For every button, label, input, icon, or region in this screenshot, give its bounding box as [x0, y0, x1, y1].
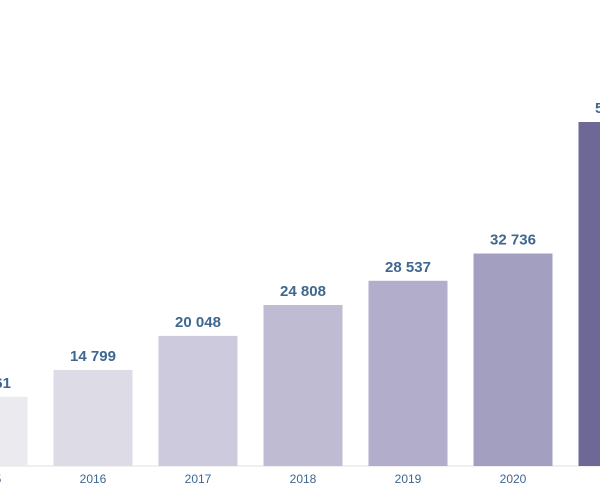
value-label-2016: 14 799 — [70, 348, 116, 365]
bar-2016 — [53, 369, 133, 466]
bar-2021 — [578, 122, 600, 466]
value-label-2015: 10 661 — [0, 375, 11, 392]
x-tick-labels-group: 2015201620172018201920202021 — [0, 472, 527, 486]
value-label-2021: 53 000 — [595, 100, 600, 117]
x-tick-label-2018: 2018 — [290, 472, 317, 486]
bar-2020 — [473, 253, 553, 466]
bar-2018 — [263, 304, 343, 466]
bars-group — [0, 122, 600, 466]
value-label-2019: 28 537 — [385, 259, 431, 276]
bar-2019 — [368, 280, 448, 466]
x-tick-label-2017: 2017 — [185, 472, 212, 486]
bar-2017 — [158, 335, 238, 466]
value-labels-group: 10 661 14 799 20 048 24 808 28 537 32 736 53 0… — [0, 100, 600, 392]
value-label-2017: 20 048 — [175, 314, 221, 331]
value-label-2020: 32 736 — [490, 232, 536, 249]
x-tick-label-2019: 2019 — [395, 472, 422, 486]
x-tick-label-2015: 2015 — [0, 472, 2, 486]
value-label-2018: 24 808 — [280, 283, 326, 300]
x-tick-label-2020: 2020 — [500, 472, 527, 486]
x-tick-label-2016: 2016 — [80, 472, 107, 486]
bar-2015 — [0, 396, 28, 466]
